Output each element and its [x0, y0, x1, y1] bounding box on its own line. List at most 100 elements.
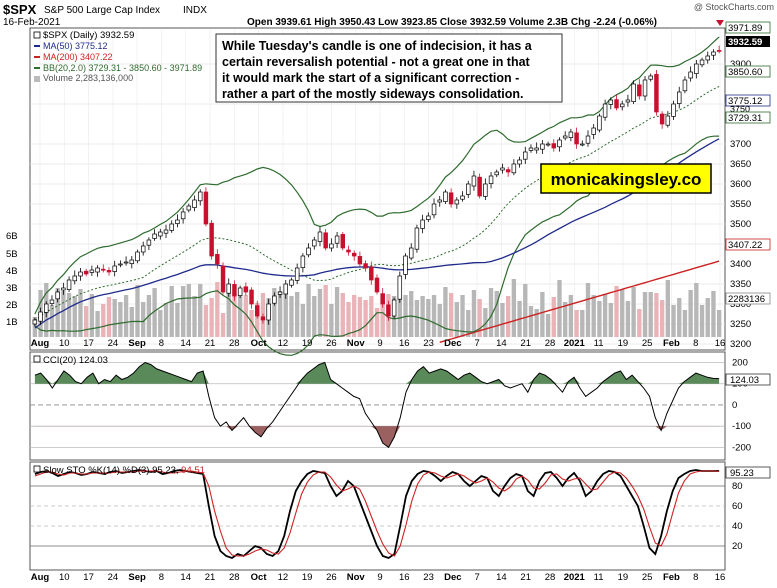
candle	[408, 243, 414, 261]
volume-bar	[466, 310, 471, 337]
volume-bar	[659, 300, 665, 337]
svg-text:6B: 6B	[6, 231, 18, 242]
candle	[38, 307, 43, 325]
candle	[642, 76, 648, 101]
volume-bar	[602, 294, 608, 337]
volume-bar	[608, 303, 613, 337]
candle	[671, 100, 676, 120]
volume-bar	[426, 299, 431, 337]
volume-bar	[443, 287, 448, 337]
legend-ma200: MA(200) 3407.22	[43, 52, 113, 62]
candle	[471, 170, 477, 191]
candle	[44, 301, 49, 318]
volume-bar	[380, 301, 385, 337]
svg-text:4B: 4B	[6, 266, 18, 277]
candle	[403, 253, 408, 280]
volume-bar	[249, 310, 254, 337]
candle	[140, 241, 146, 256]
x-axis-label: 10	[59, 572, 70, 583]
volume-bar	[545, 314, 551, 337]
cci-plot: 2001000-100-200	[30, 357, 751, 453]
x-axis-label: Nov	[347, 338, 366, 349]
volume-bar	[123, 295, 129, 337]
volume-bar	[101, 304, 106, 337]
candle	[357, 251, 363, 267]
volume-bar	[682, 310, 688, 337]
x-axis-label: 14	[496, 338, 507, 349]
volume-bar	[203, 305, 209, 337]
chart-name: S&P 500 Large Cap Index	[44, 5, 160, 16]
candle	[101, 264, 106, 273]
volume-bar	[352, 295, 357, 337]
candle	[534, 142, 539, 154]
x-axis-label: 17	[83, 338, 94, 349]
candle	[163, 224, 169, 238]
x-axis-label: 19	[618, 338, 629, 349]
x-axis-label: 12	[278, 338, 289, 349]
sto-d-line	[34, 470, 720, 557]
candle	[374, 274, 380, 295]
label-ma50: 3775.12	[728, 96, 762, 107]
svg-text:CCI(20) 124.03: CCI(20) 124.03	[43, 355, 108, 366]
commentary-box: While Tuesday's candle is one of indecis…	[215, 33, 563, 103]
candle	[220, 262, 226, 295]
x-axis-label: 23	[423, 572, 434, 583]
candle	[289, 277, 294, 288]
volume-bar	[186, 284, 191, 337]
volume-bar	[454, 302, 460, 337]
volume-bar	[272, 288, 277, 337]
volume-bar	[448, 293, 454, 337]
volume-bar	[61, 291, 66, 337]
label-ma200: 3407.22	[728, 240, 762, 251]
ma200-line	[439, 260, 720, 343]
candle	[602, 99, 608, 121]
volume-bar	[243, 295, 249, 337]
volume-bar	[631, 287, 636, 337]
volume-bar	[363, 300, 368, 337]
candle	[477, 173, 482, 199]
volume-bar	[494, 291, 499, 337]
ma50-path	[34, 138, 720, 329]
volume-bar	[334, 287, 340, 337]
volume-bar	[66, 293, 72, 337]
candle	[260, 313, 266, 324]
candle	[654, 70, 659, 116]
x-axis-label: 16	[399, 572, 410, 583]
volume-bar	[89, 294, 95, 337]
commentary-line-2: certain reversalish potential - not a gr…	[222, 55, 531, 69]
x-axis-label: 19	[302, 572, 313, 583]
volume-bar	[460, 295, 465, 337]
ma200-path	[439, 260, 720, 343]
current-price-marker	[716, 20, 724, 26]
candle	[426, 212, 431, 222]
candle	[523, 146, 528, 164]
svg-text:2B: 2B	[6, 300, 18, 311]
volume-bar	[580, 310, 585, 337]
volume-bar	[312, 296, 317, 337]
volume-bar	[294, 292, 300, 337]
candle	[203, 187, 209, 227]
candle	[351, 250, 357, 261]
x-axis-label: 19	[302, 338, 313, 349]
candle	[614, 94, 619, 111]
candle	[676, 86, 682, 109]
x-axis-label: 26	[326, 572, 337, 583]
candle	[580, 140, 585, 147]
candle	[283, 280, 288, 299]
candle	[329, 238, 334, 252]
x-axis-label: 8	[693, 338, 698, 349]
volume-bar	[614, 286, 619, 337]
candle	[619, 100, 625, 111]
candle	[517, 156, 522, 168]
volume-bar	[374, 308, 380, 337]
label-bb-upper: 3971.89	[728, 23, 762, 34]
x-axis-label: 7	[474, 338, 479, 349]
legend-volume: Volume 2,283,136,000	[43, 73, 133, 83]
candle	[431, 198, 437, 219]
candle	[688, 66, 693, 82]
candle	[568, 128, 574, 142]
volume-bar	[483, 308, 488, 337]
candle	[95, 265, 100, 277]
candle	[180, 208, 186, 224]
x-axis-label: 21	[205, 572, 216, 583]
